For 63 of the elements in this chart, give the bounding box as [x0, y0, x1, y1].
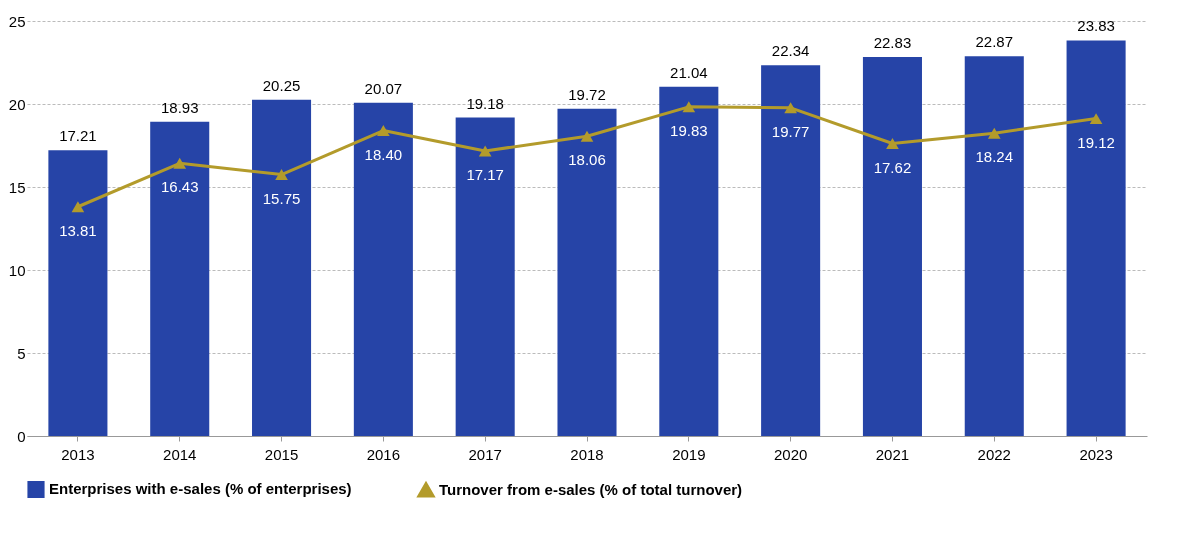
x-tick-label: 2019 [672, 445, 706, 463]
point [682, 101, 696, 113]
data-label: 16.43 [160, 178, 199, 196]
x-tick-label: 2018 [570, 445, 604, 463]
bar [353, 102, 413, 436]
bar [252, 99, 312, 436]
point [377, 125, 390, 137]
x-tick-label: 2013 [61, 445, 95, 463]
data-label: 19.83 [670, 121, 708, 139]
point [275, 169, 288, 181]
data-label: 23.83 [1077, 17, 1115, 35]
data-label: 19.12 [1077, 133, 1115, 151]
data-label: 18.24 [975, 148, 1014, 166]
legend-label: Turnover from e-sales (% of total turnover) [439, 480, 743, 498]
y-tick-label: 0 [17, 427, 26, 445]
data-label: 22.83 [873, 34, 912, 52]
x-tick-label: 2016 [366, 445, 401, 463]
point [886, 138, 899, 149]
bar [964, 56, 1024, 436]
x-tick-label: 2022 [977, 445, 1011, 463]
data-label: 22.87 [975, 33, 1014, 51]
data-label: 22.34 [771, 42, 810, 60]
point [71, 201, 85, 213]
bar [862, 57, 922, 436]
bar [1066, 40, 1126, 436]
x-tick-label: 2023 [1079, 445, 1113, 463]
y-tick-label: 10 [8, 261, 26, 279]
legend-label: Enterprises with e-sales (% of enterprises) [49, 480, 352, 498]
data-label: 19.72 [568, 85, 606, 103]
point [784, 102, 797, 114]
data-label: 18.06 [568, 151, 606, 169]
data-label: 19.77 [771, 122, 810, 140]
bar [659, 86, 719, 436]
x-tick-label: 2020 [773, 445, 808, 463]
x-tick-label: 2014 [163, 445, 197, 463]
y-tick-label: 5 [17, 344, 26, 362]
data-label: 17.62 [873, 158, 912, 176]
point [580, 130, 594, 142]
bar [455, 117, 515, 436]
point [478, 145, 492, 157]
point [987, 127, 1001, 139]
x-tick-label: 2017 [468, 445, 502, 463]
data-label: 20.07 [364, 79, 403, 97]
data-label: 15.75 [262, 189, 301, 207]
y-tick-label: 15 [8, 178, 26, 196]
data-label: 17.17 [466, 165, 504, 183]
data-label: 19.18 [466, 94, 504, 112]
bar [557, 108, 617, 436]
x-tick-label: 2021 [875, 445, 910, 463]
data-label: 17.21 [59, 127, 97, 145]
y-tick-label: 20 [8, 95, 26, 113]
data-label: 18.40 [364, 145, 403, 163]
bar [48, 150, 108, 436]
x-tick-label: 2015 [264, 445, 299, 463]
bar [761, 65, 821, 436]
bar [150, 121, 210, 436]
data-label: 21.04 [670, 63, 708, 81]
point [173, 157, 187, 169]
point [1089, 113, 1103, 125]
data-label: 18.93 [160, 98, 199, 116]
data-label: 20.25 [262, 76, 301, 94]
data-label: 13.81 [59, 221, 97, 239]
y-tick-label: 25 [8, 12, 26, 30]
